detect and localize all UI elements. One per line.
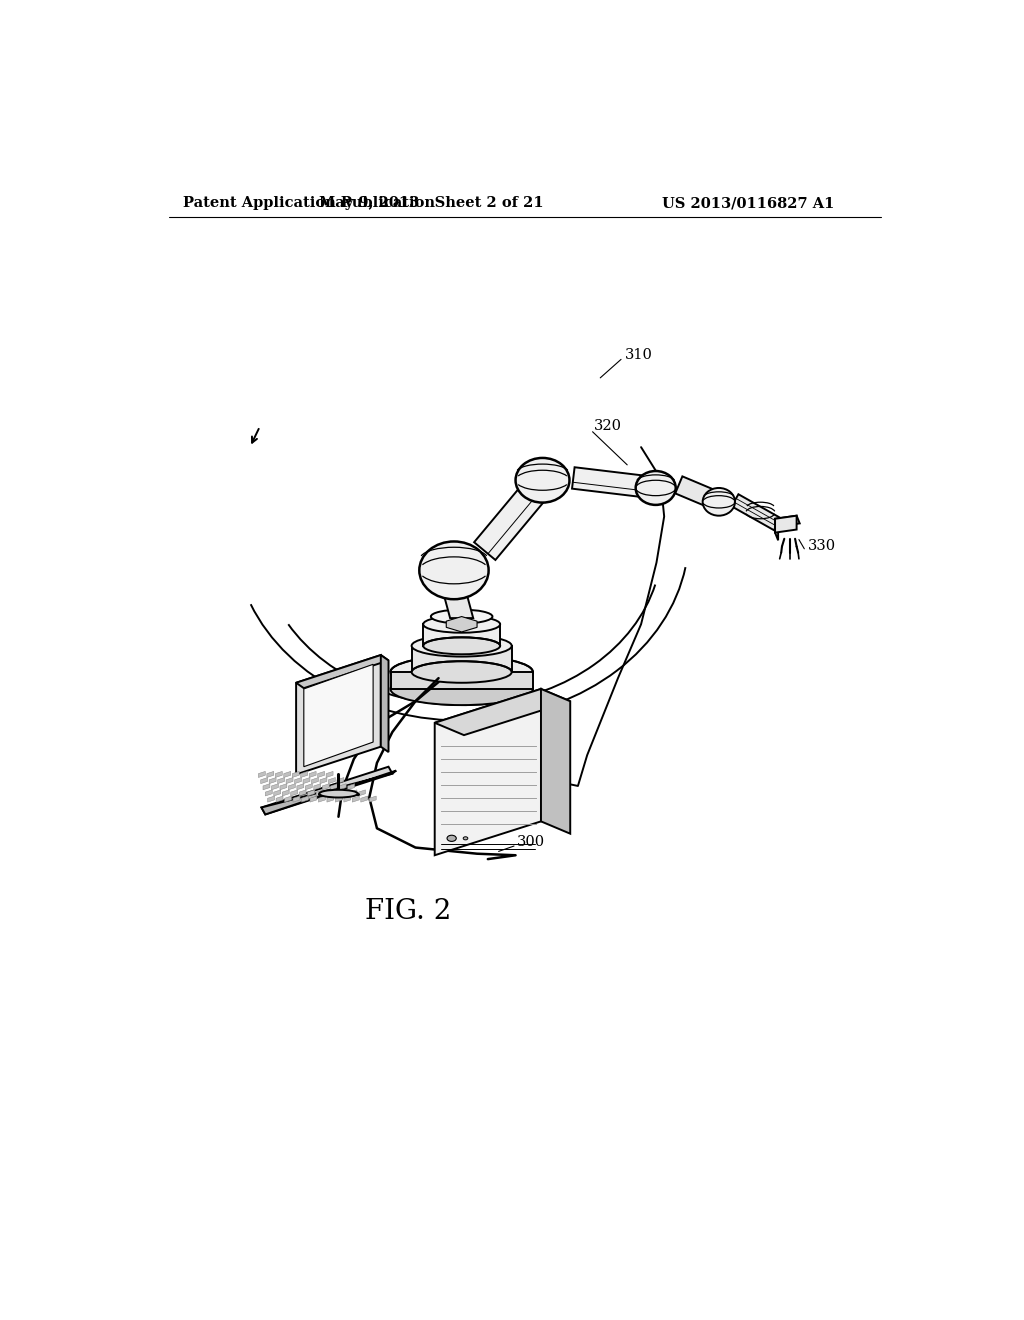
Polygon shape [381, 655, 388, 752]
Polygon shape [297, 784, 304, 789]
Polygon shape [474, 473, 553, 560]
Polygon shape [263, 784, 270, 789]
Text: Patent Application Publication: Patent Application Publication [183, 197, 435, 210]
Polygon shape [326, 771, 333, 777]
Ellipse shape [636, 471, 676, 506]
Polygon shape [289, 784, 295, 789]
Polygon shape [541, 689, 570, 834]
Polygon shape [352, 796, 359, 803]
Polygon shape [350, 789, 357, 796]
Polygon shape [442, 590, 473, 618]
Polygon shape [336, 796, 342, 803]
Ellipse shape [423, 615, 500, 632]
Polygon shape [360, 796, 368, 803]
Polygon shape [446, 616, 477, 632]
Polygon shape [301, 771, 307, 777]
Polygon shape [325, 789, 332, 796]
Polygon shape [280, 784, 287, 789]
Polygon shape [316, 789, 323, 796]
Polygon shape [327, 796, 334, 803]
Polygon shape [331, 784, 338, 789]
Polygon shape [303, 777, 310, 784]
Polygon shape [301, 796, 308, 803]
Polygon shape [278, 777, 285, 784]
Polygon shape [261, 777, 267, 784]
Polygon shape [342, 789, 348, 796]
Polygon shape [731, 494, 780, 531]
Ellipse shape [447, 836, 457, 841]
Polygon shape [261, 771, 396, 814]
Polygon shape [307, 789, 314, 796]
Polygon shape [299, 789, 306, 796]
Polygon shape [572, 467, 651, 498]
Text: US 2013/0116827 A1: US 2013/0116827 A1 [662, 197, 835, 210]
Polygon shape [275, 771, 283, 777]
Text: 300: 300 [517, 836, 545, 849]
Text: 330: 330 [808, 539, 837, 553]
Polygon shape [283, 789, 289, 796]
Text: 320: 320 [594, 420, 623, 433]
Polygon shape [339, 784, 346, 789]
Polygon shape [284, 771, 291, 777]
Ellipse shape [412, 635, 512, 656]
Polygon shape [423, 624, 500, 645]
Ellipse shape [412, 661, 512, 682]
Ellipse shape [419, 541, 488, 599]
Polygon shape [775, 519, 778, 540]
Polygon shape [276, 796, 283, 803]
Polygon shape [412, 645, 512, 672]
Ellipse shape [423, 638, 500, 655]
Polygon shape [305, 784, 312, 789]
Polygon shape [258, 771, 265, 777]
Polygon shape [267, 796, 274, 803]
Polygon shape [358, 789, 366, 796]
Polygon shape [337, 777, 344, 784]
Polygon shape [775, 516, 800, 527]
Polygon shape [309, 771, 316, 777]
Polygon shape [295, 777, 301, 784]
Polygon shape [269, 777, 276, 784]
Polygon shape [435, 689, 541, 855]
Polygon shape [370, 796, 376, 803]
Ellipse shape [431, 610, 493, 623]
Polygon shape [267, 771, 273, 777]
Polygon shape [291, 789, 298, 796]
Polygon shape [285, 796, 292, 803]
Polygon shape [261, 767, 392, 814]
Polygon shape [273, 789, 281, 796]
Polygon shape [296, 655, 381, 775]
Polygon shape [293, 796, 300, 803]
Polygon shape [319, 777, 327, 784]
Polygon shape [348, 784, 354, 789]
Polygon shape [311, 777, 318, 784]
Polygon shape [310, 796, 316, 803]
Ellipse shape [463, 837, 468, 840]
Polygon shape [391, 672, 532, 689]
Polygon shape [333, 789, 340, 796]
Ellipse shape [390, 673, 532, 705]
Polygon shape [318, 796, 326, 803]
Polygon shape [271, 784, 279, 789]
Polygon shape [292, 771, 299, 777]
Ellipse shape [319, 789, 357, 797]
Polygon shape [344, 796, 351, 803]
Ellipse shape [390, 656, 532, 688]
Text: 310: 310 [625, 347, 652, 362]
Ellipse shape [515, 458, 569, 503]
Polygon shape [775, 516, 797, 533]
Polygon shape [286, 777, 293, 784]
Polygon shape [296, 655, 388, 688]
Polygon shape [304, 664, 373, 767]
Polygon shape [435, 689, 570, 735]
Polygon shape [317, 771, 325, 777]
Text: May 9, 2013   Sheet 2 of 21: May 9, 2013 Sheet 2 of 21 [318, 197, 543, 210]
Polygon shape [265, 789, 272, 796]
Polygon shape [675, 477, 721, 510]
Polygon shape [313, 784, 321, 789]
Ellipse shape [702, 488, 735, 516]
Text: FIG. 2: FIG. 2 [365, 898, 451, 925]
Polygon shape [329, 777, 336, 784]
Polygon shape [323, 784, 330, 789]
